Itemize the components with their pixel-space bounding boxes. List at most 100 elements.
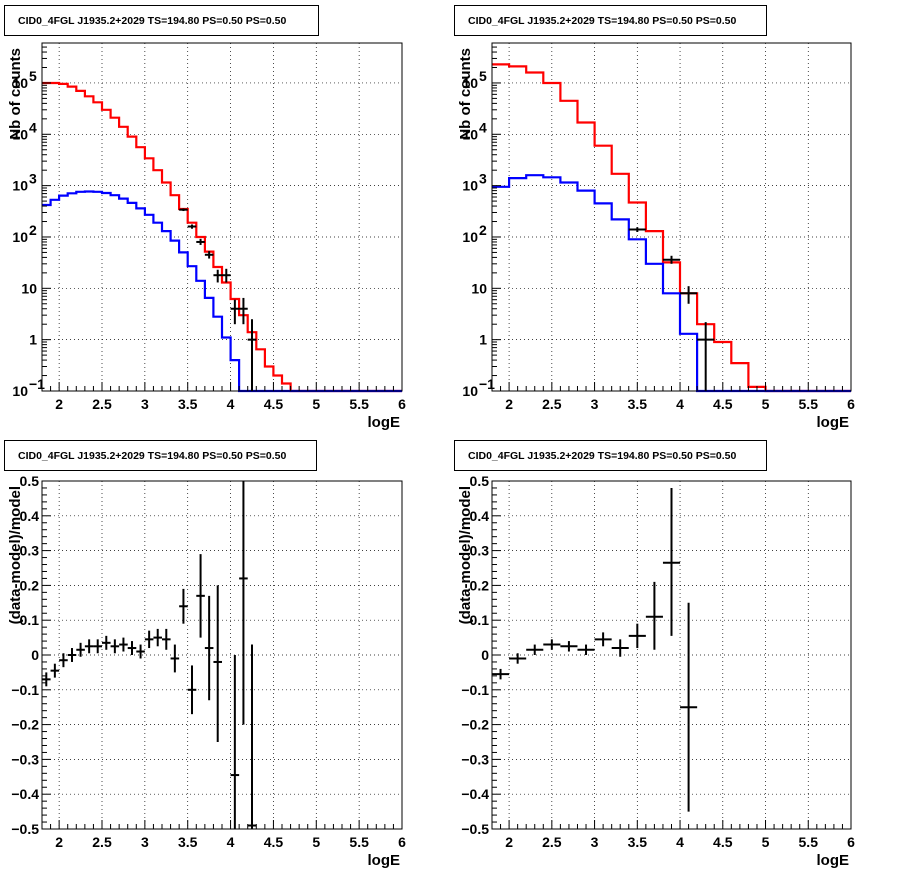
series-2-line [42, 190, 402, 393]
chart-title: CID0_4FGL J1935.2+2029 TS=194.80 PS=0.50… [468, 450, 736, 462]
data-point [93, 639, 102, 654]
panel-4: CID0_4FGL J1935.2+2029 TS=194.80 PS=0.50… [454, 440, 855, 869]
grid [492, 43, 852, 392]
x-ticks [41, 382, 403, 391]
x-tick-label: 3 [141, 834, 149, 850]
y-tick-label: −0.5 [11, 821, 39, 837]
x-tick-label: 5 [312, 396, 320, 412]
data-point [230, 299, 240, 325]
data-point [662, 487, 681, 636]
grid [42, 480, 403, 830]
x-tick-label: 6 [398, 396, 406, 412]
y-tick-label: −0.4 [461, 786, 489, 802]
y-tick-label: 10 [462, 178, 478, 194]
plot-frame [41, 42, 403, 392]
data-point [560, 641, 578, 652]
y-tick-label: 1 [479, 332, 487, 348]
y-tick-exponent: 2 [29, 222, 37, 238]
data-point [84, 639, 94, 654]
y-tick-label: 10 [12, 383, 28, 399]
x-tick-label: 4 [676, 396, 684, 412]
x-ticks [41, 820, 403, 829]
x-tick-label: 3 [591, 834, 599, 850]
data-point [144, 630, 154, 649]
x-ticks [491, 382, 852, 391]
x-tick-label: 4.5 [713, 834, 733, 850]
x-tick-label: 2 [505, 834, 513, 850]
data-point [153, 628, 162, 647]
data-point [239, 297, 248, 325]
x-ticks [491, 820, 852, 829]
x-tick-label: 4 [676, 834, 684, 850]
y-tick-exponent: 4 [29, 119, 37, 135]
x-tick-label: 4 [227, 834, 235, 850]
data-point [680, 602, 698, 812]
data-point [170, 644, 180, 673]
data-point [179, 588, 188, 624]
title-box [454, 5, 767, 36]
x-tick-label: 2 [55, 834, 63, 850]
data-point [645, 581, 663, 650]
y-tick-label: 0.3 [470, 543, 490, 559]
x-tick-label: 2.5 [92, 834, 112, 850]
data-point [697, 322, 715, 391]
data-point [247, 319, 257, 391]
y-tick-exponent: 5 [29, 68, 37, 84]
x-tick-label: 5 [312, 834, 320, 850]
y-tick-label: 10 [471, 280, 487, 296]
x-tick-label: 2.5 [542, 396, 562, 412]
y-tick-exponent: −1 [479, 376, 495, 392]
y-tick-label: −0.1 [11, 682, 39, 698]
y-tick-label: 0.2 [20, 577, 40, 593]
data-point [127, 641, 137, 655]
x-tick-label: 4.5 [264, 834, 284, 850]
x-tick-label: 4.5 [713, 396, 733, 412]
y-tick-label: 0.1 [20, 612, 40, 628]
y-tick-exponent: 5 [479, 68, 487, 84]
data-point [67, 648, 77, 662]
data-point [611, 639, 629, 657]
data-point [230, 655, 240, 829]
y-tick-label: 10 [12, 178, 28, 194]
data-point [213, 269, 222, 283]
data-point [102, 635, 111, 650]
data-point [628, 227, 646, 233]
y-tick-label: 0 [481, 647, 489, 663]
data-point [239, 481, 248, 725]
y-tick-exponent: 2 [479, 222, 487, 238]
data-point [662, 255, 681, 264]
y-tick-label: −0.4 [11, 786, 39, 802]
x-axis-label: logE [817, 852, 850, 869]
series-1-line [492, 63, 851, 393]
chart-title: CID0_4FGL J1935.2+2029 TS=194.80 PS=0.50… [18, 15, 286, 27]
x-axis-label: logE [368, 414, 401, 431]
x-tick-label: 3 [141, 396, 149, 412]
y-ticks [42, 42, 51, 392]
x-tick-label: 6 [398, 834, 406, 850]
data-point [50, 663, 60, 678]
y-tick-label: 10 [462, 75, 478, 91]
data-point [187, 665, 197, 715]
y-axis-label: (data-model)/model [457, 486, 474, 624]
x-tick-label: 5.5 [799, 396, 819, 412]
data-point [543, 639, 561, 650]
y-tick-label: 0.5 [20, 473, 40, 489]
data-point [213, 585, 222, 742]
y-tick-exponent: −1 [29, 376, 45, 392]
y-tick-label: 0 [31, 647, 39, 663]
title-box [454, 440, 767, 471]
y-tick-label: 10 [462, 383, 478, 399]
y-tick-label: 1 [29, 332, 37, 348]
y-tick-label: 0.3 [20, 543, 40, 559]
y-tick-label: −0.2 [11, 717, 39, 733]
x-tick-label: 5.5 [349, 396, 369, 412]
x-tick-label: 2 [505, 396, 513, 412]
data-point [204, 251, 214, 259]
y-ticks [492, 42, 501, 392]
y-tick-exponent: 3 [29, 171, 37, 187]
y-tick-label: 10 [462, 229, 478, 245]
y-tick-label: −0.3 [11, 751, 39, 767]
data-point [110, 639, 120, 654]
y-tick-label: 10 [12, 75, 28, 91]
